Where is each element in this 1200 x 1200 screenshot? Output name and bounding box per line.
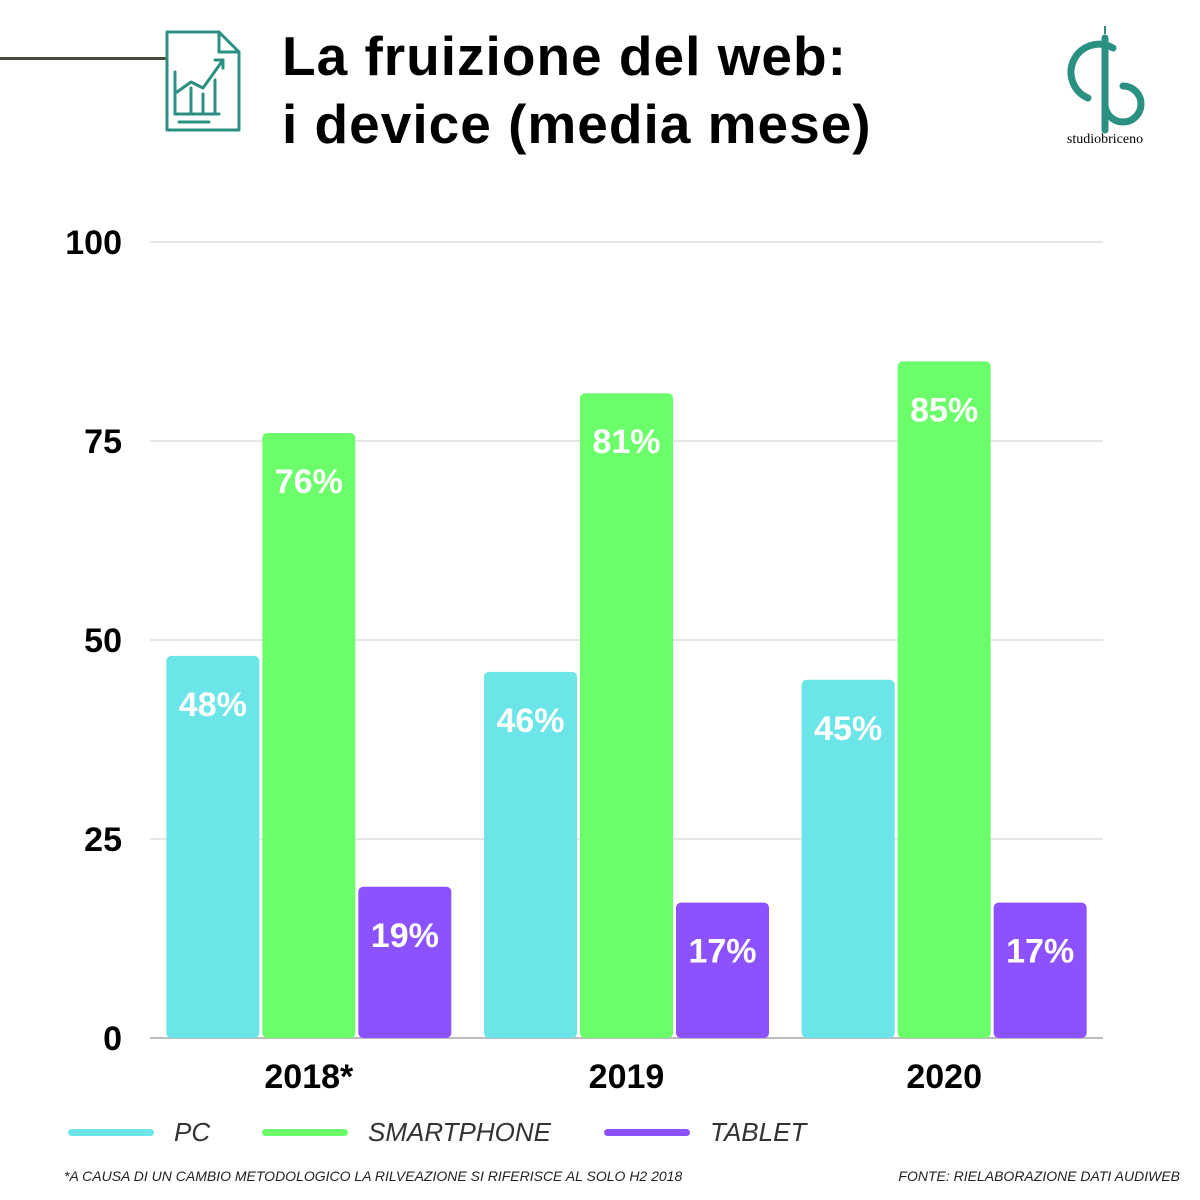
- legend-label: TABLET: [710, 1116, 807, 1147]
- x-tick-label: 2019: [589, 1058, 665, 1096]
- data-label: 19%: [371, 917, 439, 955]
- y-tick-label: 25: [84, 821, 122, 859]
- data-label: 46%: [496, 702, 564, 740]
- report-chart-icon: [165, 30, 241, 132]
- bar-tablet-2018: [358, 886, 452, 1038]
- logo-text: studiobriceno: [1066, 132, 1144, 147]
- x-tick-label: 2020: [906, 1058, 982, 1096]
- footnote: *A CAUSA DI UN CAMBIO METODOLOGICO LA RI…: [64, 1168, 683, 1184]
- page-title: La fruizione del web: i device (media me…: [282, 22, 982, 158]
- bar-smartphone-2019: [580, 393, 673, 1038]
- title-line-2: i device (media mese): [282, 93, 872, 155]
- legend-item-pc: PC: [68, 1112, 210, 1152]
- bar-pc-2019: [484, 671, 577, 1038]
- legend-swatch: [604, 1128, 690, 1136]
- header-divider-line: [0, 57, 168, 60]
- bar-tablet-2020: [993, 902, 1087, 1038]
- legend-item-smartphone: SMARTPHONE: [262, 1112, 551, 1152]
- y-tick-label: 0: [103, 1020, 122, 1058]
- chart-legend: PC SMARTPHONE TABLET: [0, 1112, 1200, 1152]
- legend-swatch: [68, 1128, 154, 1136]
- bar-tablet-2019: [676, 902, 769, 1038]
- x-tick-label: 2018*: [264, 1058, 354, 1096]
- data-label: 17%: [1006, 933, 1074, 971]
- bar-smartphone-2018: [262, 433, 356, 1038]
- studiobriceno-logo: [1067, 26, 1145, 134]
- data-label: 45%: [814, 710, 882, 748]
- data-label: 17%: [688, 933, 756, 971]
- data-label: 85%: [910, 391, 978, 429]
- bar-pc-2018: [166, 655, 260, 1038]
- title-line-1: La fruizione del web:: [282, 25, 847, 87]
- y-tick-label: 50: [84, 622, 122, 660]
- legend-label: SMARTPHONE: [368, 1116, 551, 1147]
- data-label: 81%: [592, 423, 660, 461]
- data-label: 48%: [179, 686, 247, 724]
- source-note: FONTE: RIELABORAZIONE DATI AUDIWEB: [898, 1168, 1180, 1184]
- y-tick-label: 100: [65, 224, 122, 262]
- legend-item-tablet: TABLET: [604, 1112, 806, 1152]
- legend-swatch: [262, 1128, 348, 1136]
- bar-chart: 0 25 50 75 100 48% 76% 19% 2018* 46% 81% 17% 2019 45%…: [65, 224, 1103, 1096]
- bar-smartphone-2020: [897, 361, 991, 1038]
- data-label: 76%: [275, 463, 343, 501]
- y-tick-label: 75: [84, 423, 122, 461]
- legend-label: PC: [174, 1116, 211, 1147]
- bar-pc-2020: [801, 679, 895, 1038]
